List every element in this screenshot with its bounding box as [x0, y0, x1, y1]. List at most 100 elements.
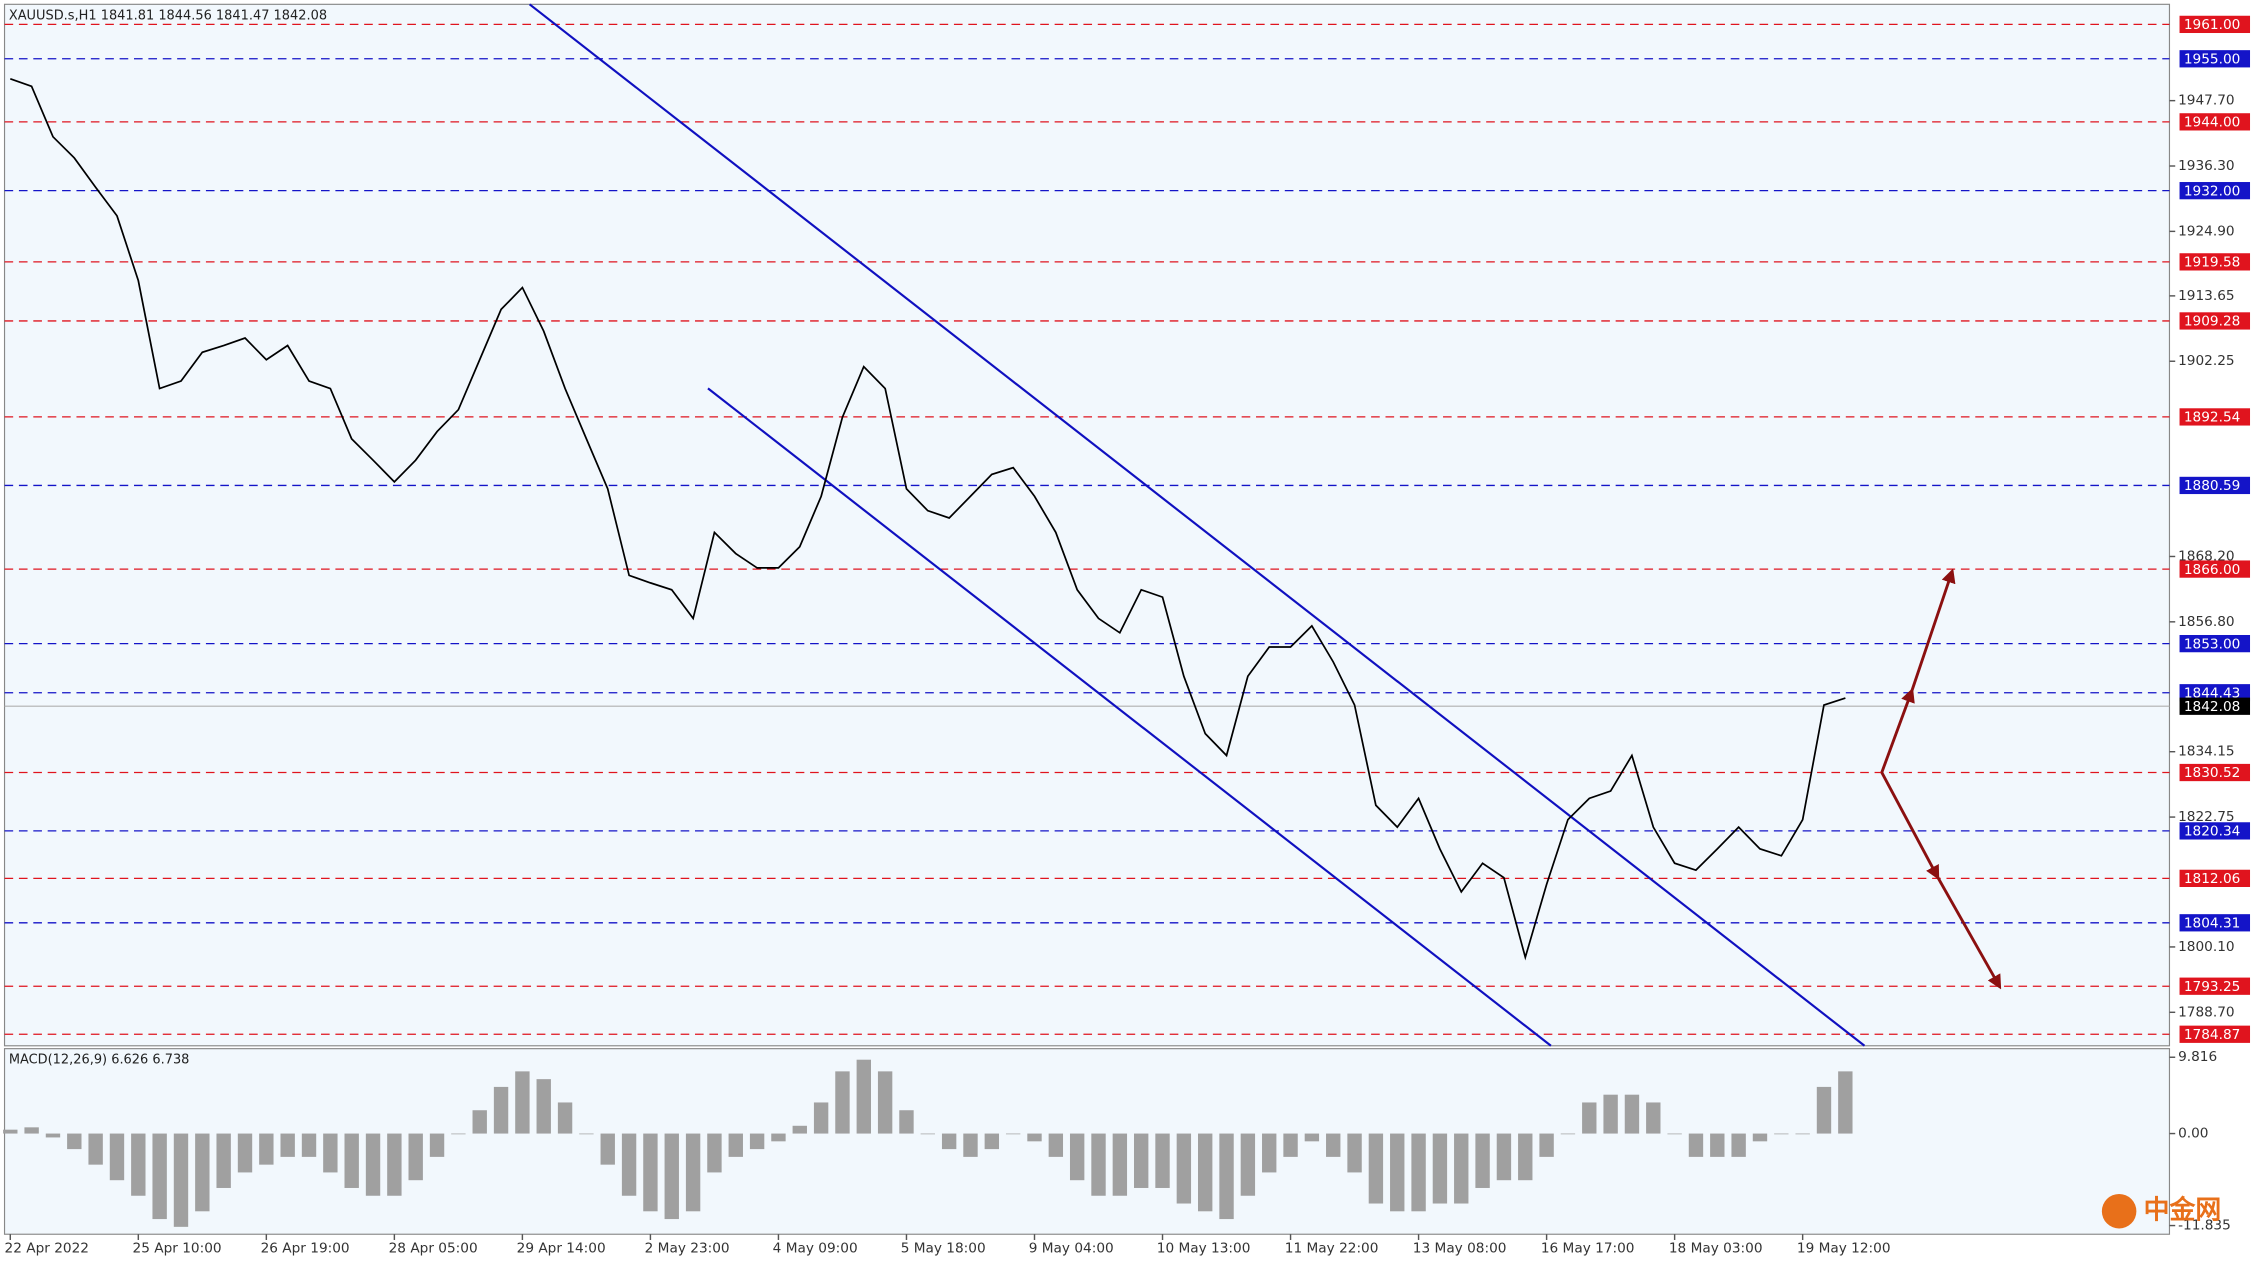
level-label-box [2179, 869, 2251, 887]
macd-bar [1326, 1133, 1341, 1157]
macd-bar [1795, 1133, 1810, 1135]
macd-bar [1774, 1133, 1789, 1135]
level-label-box [2179, 15, 2251, 34]
level-label: 1830.52 [2184, 765, 2240, 781]
macd-bar [131, 1133, 146, 1196]
x-tick-label: 4 May 09:00 [773, 1241, 858, 1257]
macd-bar [1240, 1133, 1256, 1196]
y-tick-label: 1924.90 [2178, 223, 2234, 239]
macd-bar [963, 1133, 978, 1157]
level-label-box [2179, 253, 2251, 271]
macd-bar [1838, 1071, 1853, 1134]
macd-bar [1816, 1086, 1832, 1134]
levels [4, 23, 2170, 1035]
macd-bar [707, 1133, 722, 1173]
arrow-down-1 [1880, 771, 1940, 881]
macd-bar [237, 1133, 253, 1173]
macd-bar [1112, 1133, 1128, 1196]
level-label-box [2179, 560, 2251, 578]
x-tick-label: 28 Apr 05:00 [389, 1241, 478, 1257]
y-tick-label: 1834.15 [2178, 744, 2234, 760]
macd-bar [621, 1133, 637, 1196]
macd-bar [1539, 1133, 1554, 1157]
macd-bar [984, 1133, 1000, 1150]
level-label: 1866.00 [2184, 562, 2240, 578]
macd-bar [1283, 1133, 1298, 1157]
macd-bar [856, 1059, 871, 1134]
chart-title: XAUUSD.s,H1 1841.81 1844.56 1841.47 1842… [9, 8, 327, 23]
macd-bar [1496, 1133, 1512, 1181]
watermark: 中金网 [2144, 1195, 2222, 1226]
level-label-box [2179, 312, 2251, 330]
x-tick-label: 22 Apr 2022 [5, 1241, 89, 1257]
macd-bar [1710, 1133, 1725, 1157]
macd-bar [195, 1133, 210, 1212]
macd-bar [536, 1079, 551, 1134]
macd-bar [643, 1133, 658, 1212]
macd-bar [173, 1133, 189, 1227]
x-tick-label: 19 May 12:00 [1797, 1241, 1891, 1257]
macd-bar [813, 1102, 829, 1134]
channel-lower [707, 387, 1552, 1047]
macd-bar [1667, 1133, 1682, 1135]
macd-bar [1176, 1133, 1192, 1204]
level-label-box [2179, 476, 2251, 495]
macd-bar [920, 1133, 936, 1135]
y-tick-label: 1913.65 [2178, 288, 2234, 304]
level-label-box [2179, 634, 2251, 653]
level-label-box [2179, 822, 2251, 840]
macd-bar [152, 1133, 167, 1220]
x-tick-label: 11 May 22:00 [1285, 1241, 1379, 1257]
macd-bar [600, 1133, 615, 1165]
macd-bar [45, 1133, 61, 1138]
level-label-box [2179, 684, 2251, 702]
macd-bar [1582, 1102, 1597, 1134]
x-tick-label: 10 May 13:00 [1157, 1241, 1251, 1257]
level-label: 1812.06 [2184, 871, 2240, 887]
level-label: 1892.54 [2184, 410, 2240, 426]
level-label-box [2179, 977, 2251, 995]
level-label-box [2179, 50, 2251, 68]
macd-y-tick-label: -11.835 [2178, 1218, 2231, 1234]
macd-bar [1304, 1133, 1320, 1142]
macd-bar [557, 1102, 573, 1134]
macd-bar [835, 1071, 850, 1134]
macd-bar [493, 1086, 509, 1134]
macd-bar [109, 1133, 125, 1181]
macd-bar [1411, 1133, 1426, 1212]
macd-bar [792, 1125, 807, 1134]
channel-upper [528, 3, 1866, 1047]
level-label: 1853.00 [2184, 636, 2240, 652]
macd-bar [1475, 1133, 1490, 1188]
arrow-up-2 [1910, 568, 1956, 691]
y-tick-label: 1947.70 [2178, 93, 2234, 109]
x-tick-label: 5 May 18:00 [901, 1241, 986, 1257]
macd-bar [1091, 1133, 1106, 1196]
macd-bar [877, 1071, 893, 1134]
y-tick-label: 1822.75 [2178, 809, 2234, 825]
macd-bar [941, 1133, 957, 1150]
y-tick-label: 1788.70 [2178, 1004, 2234, 1020]
level-label: 1955.00 [2184, 52, 2240, 68]
macd-bar [280, 1133, 295, 1157]
level-label-box [2179, 182, 2251, 200]
macd-bar [429, 1133, 445, 1157]
current-price-label: 1842.08 [2184, 699, 2240, 715]
y-tick-label: 1902.25 [2178, 353, 2234, 369]
level-label-box [2179, 914, 2251, 932]
macd-bar [216, 1133, 231, 1188]
macd-bar [1069, 1133, 1085, 1181]
level-label: 1804.31 [2184, 916, 2240, 932]
macd-bar [1048, 1133, 1064, 1157]
macd-bar [323, 1133, 338, 1173]
price-panel [3, 3, 2171, 1047]
macd-bar [1390, 1133, 1405, 1212]
y-tick-label: 1856.80 [2178, 614, 2234, 630]
current-price-box [2179, 697, 2251, 715]
level-label: 1919.58 [2184, 255, 2240, 271]
y-tick-label: 1800.10 [2178, 939, 2234, 955]
macd-bar [664, 1133, 679, 1220]
x-tick-label: 25 Apr 10:00 [133, 1241, 222, 1257]
